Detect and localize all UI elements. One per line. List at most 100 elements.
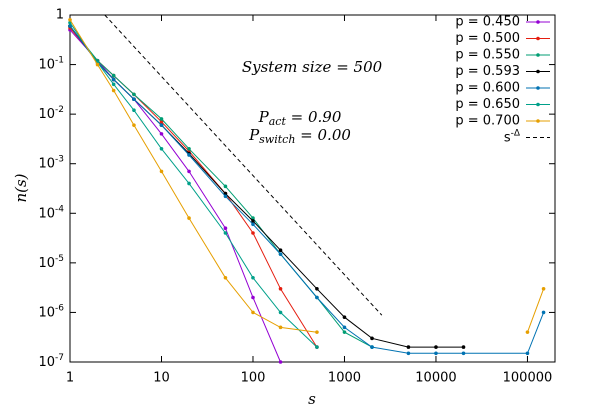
data-point bbox=[461, 351, 466, 356]
tick-base: 10 bbox=[38, 107, 55, 122]
legend-label: p = 0.600 bbox=[455, 81, 520, 96]
data-point bbox=[315, 330, 319, 334]
tick-base: 10 bbox=[38, 206, 55, 221]
data-point bbox=[278, 325, 283, 330]
data-point bbox=[187, 153, 191, 157]
data-point bbox=[187, 169, 191, 174]
data-point bbox=[342, 315, 347, 320]
y-axis-label: n(s) bbox=[12, 173, 30, 202]
x-tick-label: 1000 bbox=[328, 371, 361, 386]
data-point bbox=[251, 275, 255, 280]
legend-label: p = 0.650 bbox=[455, 97, 520, 112]
data-point bbox=[525, 351, 530, 356]
ann-text: = 0.00 bbox=[295, 126, 351, 144]
data-point bbox=[278, 360, 283, 364]
data-point bbox=[278, 286, 283, 291]
data-point bbox=[68, 24, 72, 28]
ann-text: = 0.90 bbox=[286, 108, 342, 126]
data-point bbox=[159, 146, 164, 151]
data-point bbox=[342, 330, 347, 334]
data-point bbox=[187, 146, 191, 151]
data-point bbox=[370, 336, 374, 341]
data-point bbox=[111, 82, 116, 87]
legend-exp: -Δ bbox=[511, 128, 521, 138]
legend-label: s-Δ bbox=[504, 128, 521, 145]
tick-exp: -6 bbox=[55, 303, 64, 313]
data-point bbox=[159, 117, 164, 121]
annotation: System size = 500 bbox=[242, 58, 383, 76]
data-point bbox=[159, 123, 164, 127]
series-line bbox=[69, 29, 281, 363]
data-point bbox=[251, 216, 255, 220]
data-point bbox=[251, 231, 255, 235]
data-point bbox=[278, 248, 283, 253]
plot-frame bbox=[69, 14, 556, 363]
legend-label: p = 0.700 bbox=[455, 114, 520, 129]
tick-base: 10 bbox=[38, 156, 55, 171]
legend-marker bbox=[536, 69, 540, 74]
legend-base: s bbox=[504, 130, 511, 145]
data-point bbox=[251, 310, 255, 315]
data-point bbox=[315, 286, 319, 291]
data-point bbox=[434, 345, 438, 349]
data-point bbox=[159, 132, 164, 136]
ann-symbol: P bbox=[258, 108, 270, 126]
data-point bbox=[159, 120, 164, 124]
data-point bbox=[159, 169, 164, 174]
data-point bbox=[223, 275, 228, 280]
tick-exp: -7 bbox=[55, 353, 64, 363]
data-point bbox=[187, 216, 191, 220]
series-line bbox=[69, 19, 545, 333]
data-point bbox=[132, 97, 136, 102]
data-point bbox=[406, 351, 411, 356]
tick-base: 10 bbox=[38, 57, 55, 72]
data-point bbox=[461, 345, 466, 349]
data-point bbox=[223, 184, 228, 189]
data-point bbox=[187, 181, 191, 186]
legend-label: p = 0.593 bbox=[455, 64, 520, 79]
y-tick-label: 10-6 bbox=[38, 303, 64, 320]
data-point bbox=[223, 191, 228, 196]
data-point bbox=[315, 295, 319, 300]
data-point bbox=[315, 345, 319, 349]
ann-sub: switch bbox=[259, 133, 295, 146]
data-point bbox=[132, 123, 136, 127]
y-tick-label: 10-4 bbox=[38, 204, 64, 221]
tick-exp: -2 bbox=[55, 105, 64, 115]
data-point bbox=[278, 252, 283, 256]
data-point bbox=[278, 310, 283, 315]
y-tick-label: 10-5 bbox=[38, 253, 64, 270]
data-point bbox=[95, 62, 100, 67]
data-point bbox=[223, 231, 228, 235]
y-tick-label: 10-1 bbox=[38, 55, 64, 72]
legend-marker bbox=[536, 102, 540, 107]
data-point bbox=[370, 345, 374, 349]
x-tick-label: 1 bbox=[66, 371, 74, 386]
legend-marker bbox=[536, 119, 540, 123]
data-point bbox=[223, 226, 228, 231]
legend-marker bbox=[536, 36, 540, 41]
x-tick-label: 10000 bbox=[415, 371, 456, 386]
legend-marker bbox=[536, 20, 540, 24]
data-point bbox=[541, 286, 546, 291]
legend-label: p = 0.500 bbox=[455, 31, 520, 46]
ann-symbol: P bbox=[248, 126, 260, 144]
series-line bbox=[69, 25, 373, 348]
data-point bbox=[251, 219, 255, 223]
data-point bbox=[434, 351, 438, 356]
y-tick-label: 10-3 bbox=[38, 154, 64, 171]
tick-exp: -3 bbox=[55, 154, 64, 164]
data-point bbox=[342, 325, 347, 330]
y-tick-label: 1 bbox=[56, 8, 64, 23]
data-point bbox=[68, 18, 72, 22]
legend-label: p = 0.450 bbox=[455, 15, 520, 30]
series-line bbox=[69, 22, 318, 348]
legend-marker bbox=[536, 86, 540, 90]
x-tick-label: 100000 bbox=[503, 371, 553, 386]
tick-exp: -4 bbox=[55, 204, 64, 214]
data-point bbox=[111, 88, 116, 93]
data-point bbox=[406, 345, 411, 349]
data-point bbox=[251, 222, 255, 227]
data-point bbox=[132, 108, 136, 113]
